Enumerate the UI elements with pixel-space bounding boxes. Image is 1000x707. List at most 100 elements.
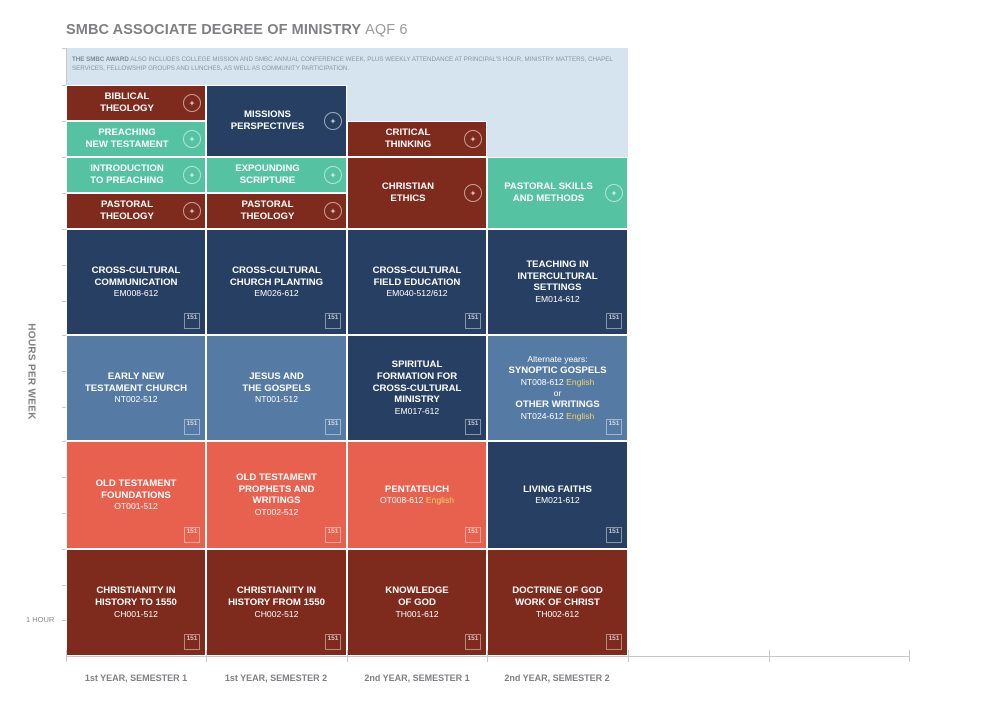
column-label-y2s2: 2nd YEAR, SEMESTER 2 — [504, 673, 610, 683]
unit-code-line: EM008-612 — [114, 288, 158, 299]
language-tag: English — [566, 410, 595, 421]
unit-name: SPIRITUAL FORMATION FOR CROSS-CULTURAL M… — [372, 358, 462, 406]
college-seal-icon: ✦ — [183, 94, 201, 112]
college-seal-icon: ✦ — [183, 130, 201, 148]
unit-level-badge-icon: 151 — [184, 419, 200, 435]
unit-name: EARLY NEW TESTAMENT CHURCH — [84, 370, 188, 394]
unit-cell-spiritual-formation: SPIRITUAL FORMATION FOR CROSS-CULTURAL M… — [347, 335, 487, 441]
unit-code-line: EM014-612 — [535, 294, 579, 305]
unit-code-line: OT002-512 — [255, 507, 298, 518]
alternate-years-note: Alternate years: — [527, 354, 588, 365]
unit-code: EM040-512/612 — [386, 288, 448, 299]
column-label-y1s1: 1st YEAR, SEMESTER 1 — [84, 673, 188, 683]
unit-level-badge-icon: 151 — [184, 634, 200, 650]
unit-level-badge-icon: 151 — [606, 634, 622, 650]
unit-code-line: OT001-512 — [114, 501, 157, 512]
y-axis-tick — [62, 265, 66, 266]
unit-code-line: CH002-512 — [255, 609, 299, 620]
unit-code-line: TH001-612 — [396, 609, 439, 620]
unit-cell-pastoral-skills: PASTORAL SKILLS AND METHODS ✦ — [487, 157, 628, 229]
unit-name: OLD TESTAMENT FOUNDATIONS — [95, 477, 177, 501]
unit-code-line: EM040-512/612 — [386, 288, 447, 299]
x-axis-tick — [206, 650, 207, 662]
unit-name: PENTATEUCH — [384, 483, 450, 495]
unit-level-badge-icon: 151 — [606, 527, 622, 543]
unit-cell-cc-field-education: CROSS-CULTURAL FIELD EDUCATION EM040-512/… — [347, 229, 487, 335]
unit-name: CHRISTIANITY IN HISTORY TO 1550 — [95, 585, 177, 608]
unit-level-badge-icon: 151 — [465, 419, 481, 435]
college-seal-icon: ✦ — [464, 184, 482, 202]
unit-code: CH001-512 — [114, 608, 158, 619]
title-main: SMBC ASSOCIATE DEGREE OF MINISTRY — [66, 22, 361, 38]
unit-level-badge-icon: 151 — [184, 313, 200, 329]
unit-cell-pentateuch: PENTATEUCH OT008-612 English 151 — [347, 441, 487, 549]
award-note-bold: THE SMBC AWARD — [72, 56, 129, 63]
unit-level-badge-icon: 151 — [465, 634, 481, 650]
unit-name: EXPOUNDING SCRIPTURE — [235, 163, 300, 186]
unit-level-badge-icon: 151 — [325, 419, 341, 435]
college-seal-icon: ✦ — [324, 166, 342, 184]
unit-code-line: CH001-512 — [114, 609, 158, 620]
unit-cell-alternate-years: Alternate years: SYNOPTIC GOSPELS NT008-61… — [487, 335, 628, 441]
unit-name: MISSIONS PERSPECTIVES — [230, 109, 305, 132]
unit-code: EM014-612 — [535, 294, 580, 305]
unit-cell-christianity-from-1550: CHRISTIANITY IN HISTORY FROM 1550 CH002-5… — [206, 549, 347, 656]
unit-cell-teaching-intercultural: TEACHING IN INTERCULTURAL SETTINGS EM014-… — [487, 229, 628, 335]
unit-code-line: NT024-612 English — [521, 411, 595, 422]
page-title: SMBC ASSOCIATE DEGREE OF MINISTRY AQF 6 — [66, 22, 407, 38]
unit-name: PASTORAL THEOLOGY — [100, 199, 154, 222]
y-axis-tick — [62, 229, 66, 230]
unit-code: EM021-612 — [535, 495, 580, 506]
unit-code: EM017-612 — [394, 406, 440, 417]
title-aqf: AQF 6 — [365, 22, 408, 38]
unit-cell-jesus-gospels: JESUS AND THE GOSPELS NT001-512 151 — [206, 335, 347, 441]
x-axis-line — [66, 656, 910, 657]
y-axis-tick — [62, 85, 66, 86]
unit-name: LIVING FAITHS — [523, 483, 592, 495]
x-axis-tick — [769, 650, 770, 662]
language-tag: English — [425, 495, 455, 506]
college-seal-icon: ✦ — [324, 112, 342, 130]
college-seal-icon: ✦ — [605, 184, 623, 202]
unit-code-line: NT008-612 English — [521, 377, 595, 388]
unit-code-line: NT001-512 — [255, 394, 298, 405]
award-note: THE SMBC AWARD ALSO INCLUDES COLLEGE MIS… — [72, 56, 622, 73]
x-axis-tick — [909, 650, 910, 662]
unit-code: TH001-612 — [395, 608, 439, 619]
unit-cell-cc-church-planting: CROSS-CULTURAL CHURCH PLANTING EM026-612 1… — [206, 229, 347, 335]
unit-cell-early-nt-church: EARLY NEW TESTAMENT CHURCH NT002-512 151 — [66, 335, 206, 441]
unit-level-badge-icon: 151 — [606, 313, 622, 329]
y-axis-tick — [62, 48, 66, 49]
unit-cell-pastoral-theology-1: PASTORAL THEOLOGY ✦ — [66, 193, 206, 229]
y-axis-tick — [62, 549, 66, 550]
y-axis-tick — [62, 620, 66, 621]
unit-name: INTRODUCTION TO PREACHING — [90, 163, 164, 186]
college-seal-icon: ✦ — [183, 166, 201, 184]
unit-level-badge-icon: 151 — [325, 527, 341, 543]
one-hour-label: 1 HOUR — [26, 615, 55, 624]
unit-code: OT008-612 — [379, 495, 426, 506]
or-separator: or — [553, 388, 562, 398]
unit-cell-ot-foundations: OLD TESTAMENT FOUNDATIONS OT001-512 151 — [66, 441, 206, 549]
x-axis-tick — [628, 650, 629, 662]
unit-level-badge-icon: 151 — [465, 527, 481, 543]
unit-level-badge-icon: 151 — [184, 527, 200, 543]
y-axis-tick — [62, 371, 66, 372]
unit-code: EM008-612 — [113, 288, 159, 299]
unit-level-badge-icon: 151 — [606, 419, 622, 435]
y-axis-tick — [62, 477, 66, 478]
y-axis-tick — [62, 193, 66, 194]
unit-level-badge-icon: 151 — [325, 634, 341, 650]
unit-code: NT002-512 — [114, 394, 158, 405]
unit-name: DOCTRINE OF GOD WORK OF CHRIST — [512, 585, 603, 608]
unit-cell-christianity-to-1550: CHRISTIANITY IN HISTORY TO 1550 CH001-512… — [66, 549, 206, 656]
unit-cell-missions-perspectives: MISSIONS PERSPECTIVES ✦ — [206, 85, 347, 157]
x-axis-tick — [487, 650, 488, 662]
y-axis-tick — [62, 301, 66, 302]
unit-name: CRITICAL THINKING — [384, 127, 432, 150]
unit-cell-biblical-theology: BIBLICAL THEOLOGY ✦ — [66, 85, 206, 121]
unit-code: TH002-612 — [536, 608, 579, 619]
unit-name: CHRISTIANITY IN HISTORY FROM 1550 — [228, 585, 325, 608]
unit-name: KNOWLEDGE OF GOD — [385, 585, 449, 608]
college-seal-icon: ✦ — [183, 202, 201, 220]
